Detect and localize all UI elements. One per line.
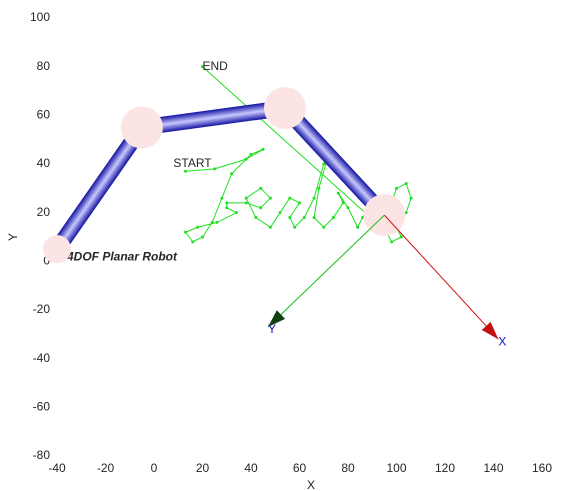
trajectory-point [184, 230, 188, 234]
frame-label: Y [268, 322, 276, 336]
link [140, 100, 287, 136]
trajectory-point [395, 186, 398, 190]
x-tick-label: 80 [341, 461, 355, 475]
x-tick-label: 60 [293, 461, 307, 475]
joint [120, 106, 163, 149]
x-tick-label: 140 [483, 461, 503, 475]
trajectory-point [312, 196, 316, 200]
trajectory-point [341, 201, 345, 205]
x-tick-label: 120 [435, 461, 455, 475]
trajectory-point [220, 196, 224, 200]
trajectory-point [288, 196, 292, 200]
y-axis-label: Y [6, 233, 20, 241]
trajectory-point [201, 65, 204, 69]
chart-title: 4DOF Planar Robot [66, 249, 178, 263]
x-axis-label: X [307, 478, 315, 491]
x-tick-label: 0 [151, 461, 158, 475]
trajectory-point [213, 167, 217, 171]
trajectory-point [230, 172, 234, 176]
trajectory-point [261, 147, 265, 151]
y-tick-label: 60 [37, 108, 51, 122]
trajectory-point [293, 225, 297, 229]
trajectory-point [288, 216, 292, 220]
y-tick-label: -20 [33, 302, 51, 316]
x-tick-label: -40 [48, 461, 66, 475]
trajectory-point [215, 220, 219, 224]
annotation: START [173, 156, 212, 170]
trajectory-point [234, 211, 238, 215]
y-tick-label: -80 [33, 448, 51, 462]
joint [43, 235, 71, 264]
trajectory-point [244, 157, 248, 161]
trajectory-point [302, 216, 306, 220]
trajectory-point [322, 162, 326, 166]
link [279, 102, 391, 221]
trajectory-point [312, 216, 316, 220]
trajectory-point [201, 235, 204, 239]
frame-arrowhead [481, 321, 499, 340]
x-tick-label: 20 [196, 461, 210, 475]
x-tick-label: -20 [97, 461, 115, 475]
x-tick-label: 160 [532, 461, 552, 475]
trajectory-point [196, 225, 200, 229]
trajectory-point [268, 225, 272, 229]
link [50, 122, 149, 254]
trajectory-point [210, 220, 214, 224]
frame-axis [384, 214, 499, 340]
frame-arrowhead [267, 310, 286, 328]
trajectory-point [225, 201, 229, 205]
trajectory-point [244, 196, 248, 200]
y-tick-label: -40 [33, 351, 51, 365]
trajectory-point [249, 152, 253, 156]
x-tick-label: 100 [386, 461, 406, 475]
y-tick-label: 20 [37, 205, 51, 219]
y-tick-label: 40 [37, 156, 51, 170]
frame-axis [267, 214, 385, 328]
annotation: END [203, 59, 229, 73]
trajectory-point [259, 206, 263, 210]
trajectory-point [346, 206, 350, 210]
trajectory-point [254, 216, 258, 220]
y-tick-label: -60 [33, 400, 51, 414]
y-tick-label: 0 [43, 254, 50, 268]
trajectory-point [225, 206, 229, 210]
trajectory-point [298, 201, 301, 205]
trajectory-point [259, 186, 263, 190]
x-tick-label: 40 [244, 461, 258, 475]
trajectory-point [336, 191, 340, 195]
y-tick-label: 100 [30, 10, 50, 24]
trajectory-point [317, 186, 321, 190]
trajectory-point [184, 169, 188, 173]
trajectory-point [356, 225, 360, 229]
trajectory-point [191, 240, 195, 244]
trajectory-point [409, 196, 413, 200]
trajectory-point [268, 196, 272, 200]
trajectory-point [331, 216, 335, 220]
frame-label: X [498, 334, 506, 348]
trajectory-point [322, 225, 326, 229]
y-tick-label: 80 [37, 59, 51, 73]
trajectory-point [390, 240, 394, 244]
trajectory-point [361, 216, 365, 220]
trajectory-point [244, 201, 248, 205]
trajectory-point [404, 181, 408, 185]
joint [263, 87, 306, 130]
trajectory-point [278, 211, 282, 215]
trajectory-point [399, 235, 403, 239]
trajectory-point [404, 211, 408, 215]
